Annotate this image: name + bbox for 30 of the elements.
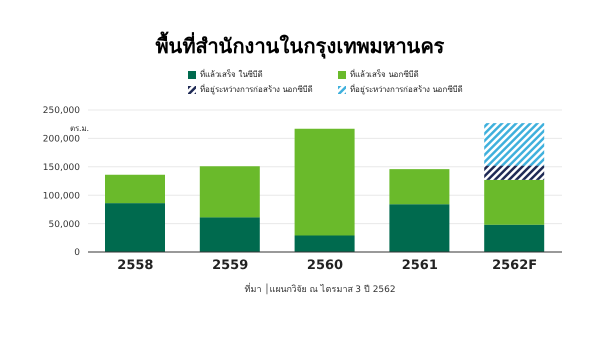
bar (389, 169, 450, 204)
x-tick-label: 2560 (306, 258, 344, 274)
bar (484, 166, 544, 180)
x-tick-label: 2562F (492, 258, 538, 274)
bar (484, 180, 544, 225)
legend-label: ที่แล้วเสร็จ ในซีบีดี (200, 68, 263, 81)
bar (389, 204, 450, 252)
legend-label: ที่อยู่ระหว่างการก่อสร้าง นอกซีบีดี (350, 83, 463, 96)
bar (105, 203, 165, 252)
chart-title: พื้นที่สำนักงานในกรุงเทพมหานคร (154, 30, 446, 61)
y-tick-label: 250,000 (42, 106, 80, 116)
y-tick-label: 0 (74, 248, 80, 258)
x-tick-label: 2561 (402, 258, 438, 274)
legend-label: ที่แล้วเสร็จ นอกซีบีดี (350, 68, 419, 81)
x-tick-label: 2558 (117, 258, 154, 274)
bar (484, 224, 544, 252)
bar (200, 166, 260, 218)
text: ที่มา │แผนกวิจัย ณ ไตรมาส 3 ปี 2562 (243, 282, 397, 296)
bar (200, 217, 260, 252)
y-tick-label: 150,000 (42, 162, 80, 173)
x-tick-label: 2559 (212, 258, 248, 274)
y-tick-label: 200,000 (42, 134, 80, 145)
y-tick-label: 50,000 (48, 220, 80, 230)
bar (294, 236, 355, 252)
bar (484, 123, 544, 166)
y-tick-label: 100,000 (42, 191, 80, 202)
legend-label: ที่อยู่ระหว่างการก่อสร้าง นอกซีบีดี (200, 83, 313, 96)
bar (294, 128, 355, 236)
y-axis-title: ตร.ม. (70, 123, 90, 134)
bar (105, 174, 165, 204)
